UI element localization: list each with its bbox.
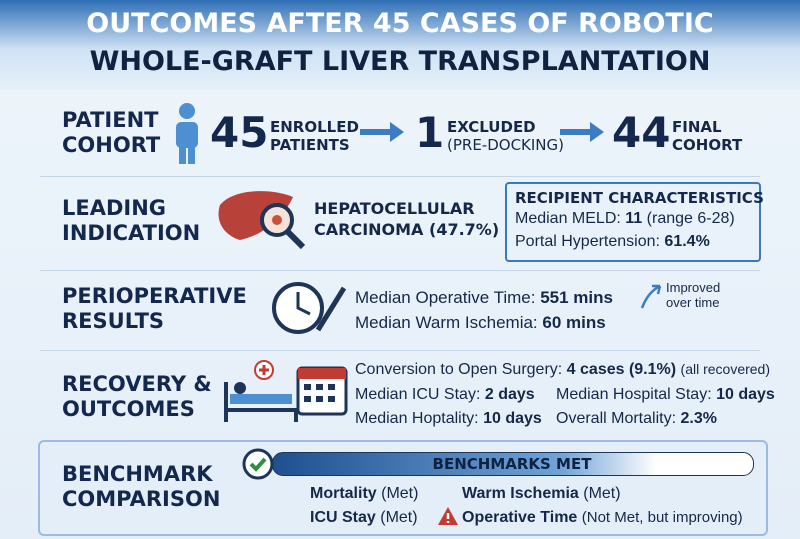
text-line: PATIENTS xyxy=(270,136,350,154)
field-label: Median MELD: xyxy=(515,210,621,227)
label-line: PATIENT xyxy=(62,108,159,132)
benchmark-bar xyxy=(272,452,754,476)
section-label: LEADING INDICATION xyxy=(62,196,200,246)
box-line: Portal Hypertension: 61.4% xyxy=(515,233,710,251)
text-line: COHORT xyxy=(672,136,743,154)
label-line: RECOVERY & xyxy=(62,372,212,396)
label-line: PERIOPERATIVE xyxy=(62,284,247,308)
field-value: 61.4% xyxy=(664,233,710,250)
indication-text: HEPATOCELLULAR CARCINOMA (47.7%) xyxy=(314,198,499,240)
field-value: 4 cases (9.1%) xyxy=(566,361,677,378)
header-band xyxy=(0,0,800,90)
field-label: Median Hoptality: xyxy=(355,410,479,427)
check-icon xyxy=(242,448,274,480)
arrow xyxy=(360,122,404,142)
liver-icon xyxy=(218,191,306,250)
label-line: OUTCOMES xyxy=(62,397,195,421)
divider xyxy=(40,176,760,177)
cohort-number: 1 xyxy=(415,108,445,157)
bar-text: BENCHMARKS MET xyxy=(432,455,592,473)
item-name: Mortality xyxy=(310,485,377,502)
benchmark-item: Operative Time (Not Met, but improving) xyxy=(462,509,743,527)
benchmark-item: ICU Stay (Met) xyxy=(310,509,418,527)
benchmark-item: Mortality (Met) xyxy=(310,485,418,503)
item-status: (Not Met, but improving) xyxy=(581,509,743,526)
result-line: Median Warm Ischemia: 60 mins xyxy=(355,313,606,333)
field-label: Median Operative Time: xyxy=(355,288,536,307)
title-line: OUTCOMES AFTER 45 CASES OF ROBOTIC xyxy=(86,8,714,39)
item-name: ICU Stay xyxy=(310,509,376,526)
section-label: BENCHMARK COMPARISON xyxy=(62,462,220,512)
recovery-line: Median Hospital Stay: 10 days xyxy=(556,386,775,404)
item-name: Operative Time xyxy=(462,509,578,526)
section-label: PATIENT COHORT xyxy=(62,108,160,158)
bed-calendar-icon xyxy=(224,360,348,422)
label-line: BENCHMARK xyxy=(62,462,213,486)
cohort-number: 45 xyxy=(210,108,269,157)
text-line: FINAL xyxy=(672,118,722,136)
field-note: (range 6-28) xyxy=(646,210,735,227)
item-status: (Met) xyxy=(380,509,418,526)
field-value: 2.3% xyxy=(680,410,717,427)
divider xyxy=(40,270,760,271)
arrow xyxy=(560,122,604,142)
label-line: COMPARISON xyxy=(62,487,221,511)
field-value: 11 xyxy=(625,210,643,227)
label-line: INDICATION xyxy=(62,221,201,245)
field-label: Median ICU Stay: xyxy=(355,386,481,403)
label-line: LEADING xyxy=(62,196,167,220)
note-line: Improved xyxy=(666,280,721,295)
cohort-number: 44 xyxy=(612,108,671,157)
cohort-text: EXCLUDED (PRE-DOCKING) xyxy=(447,118,564,154)
recovery-line: Conversion to Open Surgery: 4 cases (9.1… xyxy=(355,361,770,379)
field-note: (all recovered) xyxy=(680,361,771,377)
recovery-line: Overall Mortality: 2.3% xyxy=(556,410,717,428)
field-label: Median Hospital Stay: xyxy=(556,386,712,403)
box-line: Median MELD: 11 (range 6-28) xyxy=(515,210,735,228)
text-line: (PRE-DOCKING) xyxy=(447,136,564,154)
text-line: CARCINOMA (47.7%) xyxy=(314,220,500,239)
item-name: Warm Ischemia xyxy=(462,485,579,502)
item-status: (Met) xyxy=(583,485,621,502)
divider xyxy=(40,350,760,351)
note: Improved over time xyxy=(666,280,720,310)
cohort-text: ENROLLED PATIENTS xyxy=(270,118,359,154)
section-label: RECOVERY & OUTCOMES xyxy=(62,372,212,422)
field-value: 2 days xyxy=(484,386,535,403)
label-line: COHORT xyxy=(62,133,161,157)
field-value: 10 days xyxy=(716,386,775,403)
recovery-line: Median Hoptality: 10 days xyxy=(355,410,542,428)
recovery-line: Median ICU Stay: 2 days xyxy=(355,386,535,404)
field-value: 60 mins xyxy=(542,313,606,332)
field-label: Overall Mortality: xyxy=(556,410,677,427)
label-line: RESULTS xyxy=(62,309,165,333)
result-line: Median Operative Time: 551 mins xyxy=(355,288,613,308)
up-arrow xyxy=(640,284,662,309)
field-value: 551 mins xyxy=(540,288,613,307)
item-status: (Met) xyxy=(381,485,419,502)
text-line: ENROLLED xyxy=(270,118,359,136)
field-label: Median Warm Ischemia: xyxy=(355,313,538,332)
field-label: Portal Hypertension: xyxy=(515,233,660,250)
benchmark-item: Warm Ischemia (Met) xyxy=(462,485,621,503)
section-label: PERIOPERATIVE RESULTS xyxy=(62,284,247,334)
clock-icon xyxy=(272,282,347,334)
title-line: WHOLE-GRAFT LIVER TRANSPLANTATION xyxy=(89,46,711,77)
text-line: HEPATOCELLULAR xyxy=(314,199,475,218)
warning-icon xyxy=(438,507,458,525)
box-title: RECIPIENT CHARACTERISTICS xyxy=(515,189,764,207)
cohort-text: FINAL COHORT xyxy=(672,118,742,154)
field-label: Conversion to Open Surgery: xyxy=(355,361,563,378)
text-line: EXCLUDED xyxy=(447,118,536,136)
person-icon xyxy=(176,103,198,164)
field-value: 10 days xyxy=(483,410,542,427)
characteristics-box xyxy=(505,182,761,262)
note-line: over time xyxy=(666,295,720,310)
